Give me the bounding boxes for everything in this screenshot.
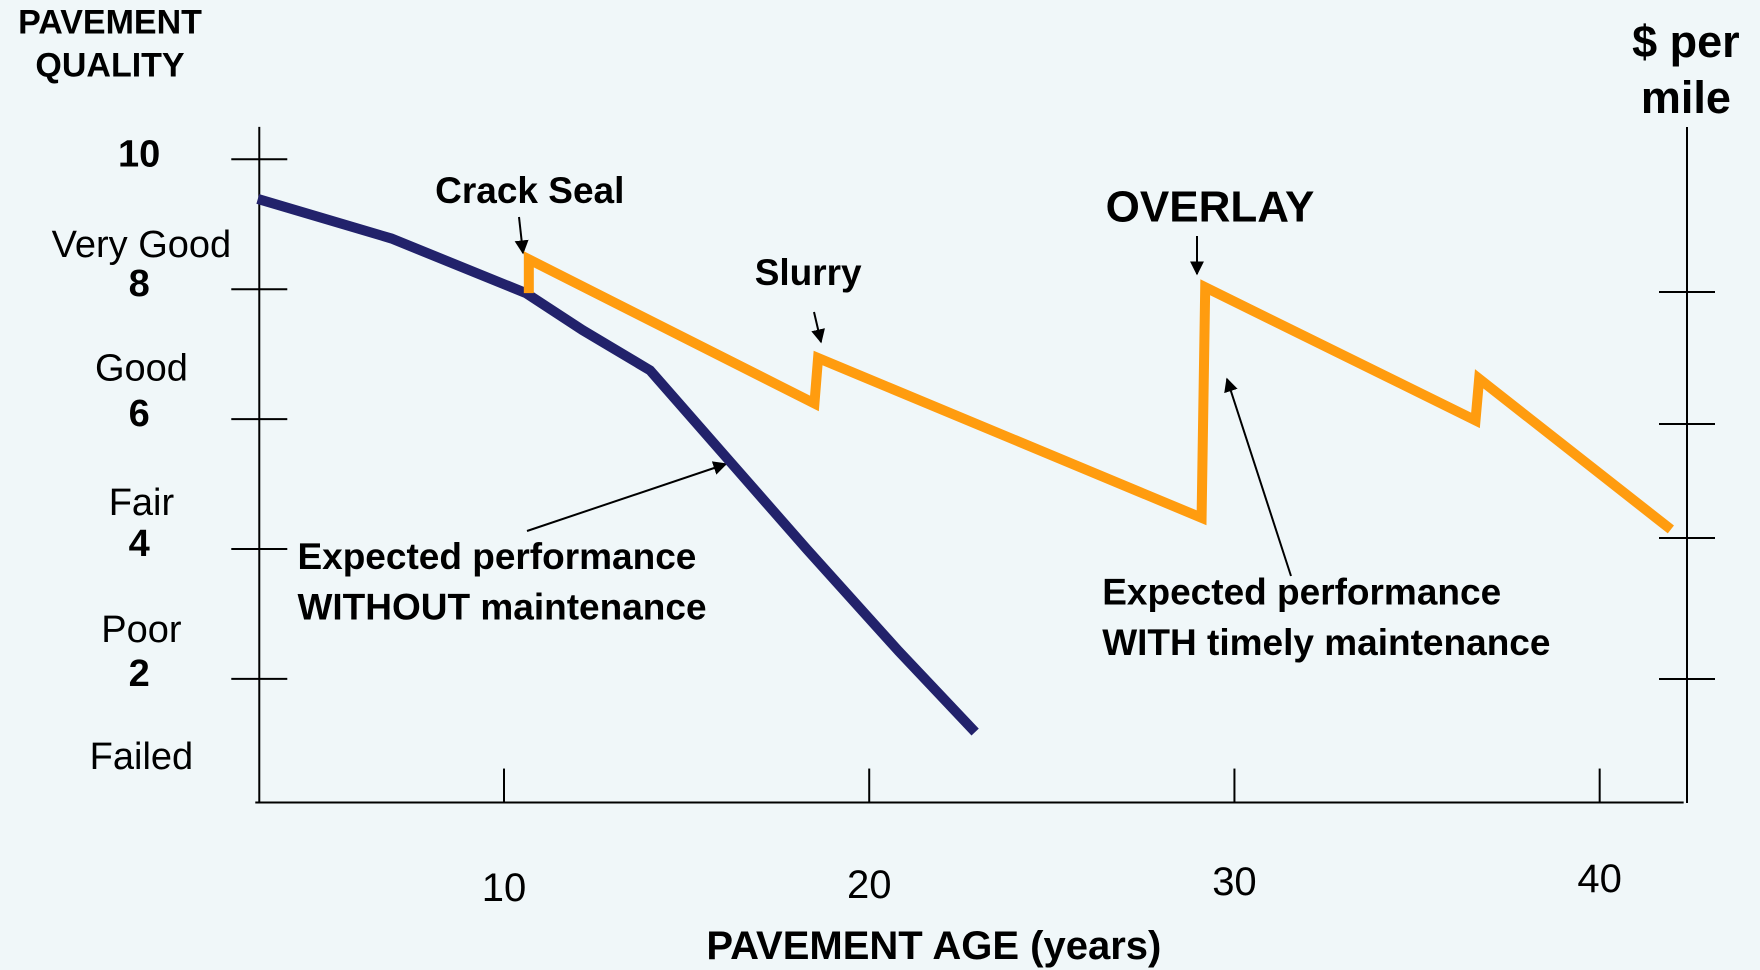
y-category-label: Very Good <box>52 224 232 266</box>
series-line <box>523 251 1674 534</box>
annotation: Crack Seal <box>435 170 624 211</box>
y-category-label: Failed <box>90 736 194 778</box>
y-axis-label: QUALITY <box>35 46 185 84</box>
right-axis <box>1659 127 1715 803</box>
annotation: Expected performance <box>297 536 696 577</box>
annotation: Slurry <box>755 252 862 293</box>
x-tick-label: 10 <box>482 866 527 910</box>
y-tick-label: 10 <box>118 133 160 175</box>
x-axis-label: PAVEMENT AGE (years) <box>706 924 1161 968</box>
y-axis-label: PAVEMENT <box>18 4 202 42</box>
x-tick-label: 30 <box>1212 860 1257 904</box>
annotation-arrows <box>514 216 1292 577</box>
annotation: WITH timely maintenance <box>1102 622 1550 663</box>
y-tick-label: 8 <box>129 263 150 305</box>
y2-axis-label: $ per <box>1632 16 1740 67</box>
y-category-label: Fair <box>109 482 175 524</box>
annotation: WITHOUT maintenance <box>297 586 706 627</box>
y-category-label: Poor <box>101 609 182 651</box>
y2-axis-label: mile <box>1641 72 1731 123</box>
y-tick-label: 4 <box>129 523 150 565</box>
series-line <box>256 194 979 736</box>
y-category-label: Good <box>95 347 188 389</box>
x-tick-label: 20 <box>847 863 892 907</box>
y-tick-label: 6 <box>129 393 150 435</box>
annotation: Expected performance <box>1102 572 1501 613</box>
y-tick-label: 2 <box>129 653 150 695</box>
annotation: OVERLAY <box>1106 183 1315 232</box>
x-tick-label: 40 <box>1577 857 1622 901</box>
